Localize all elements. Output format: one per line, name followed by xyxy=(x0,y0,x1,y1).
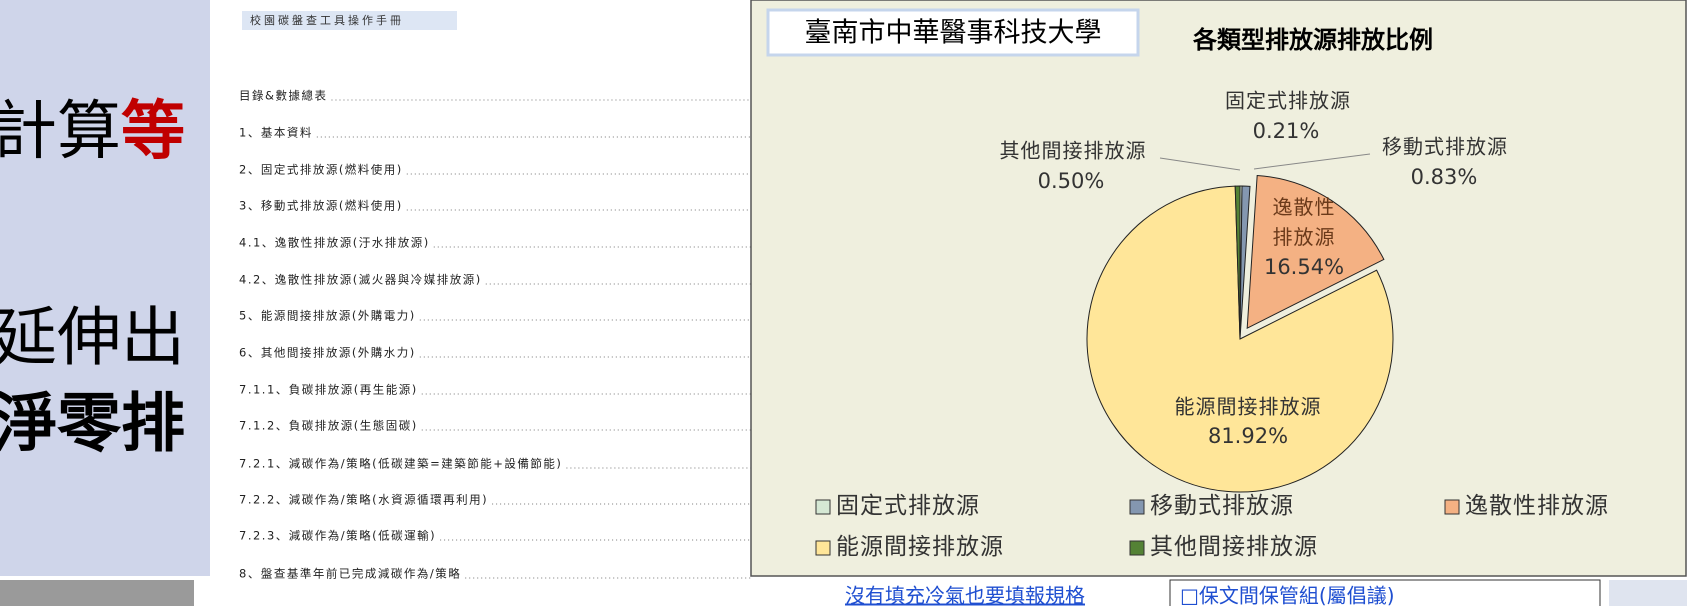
chart-title: 各類型排放源排放比例 xyxy=(1192,26,1433,54)
bottom-panel xyxy=(1609,580,1687,606)
toc-entry: 7.2.2、減碳作為/策略(水資源循環再利用) xyxy=(239,493,488,507)
toc-entry: 7.1.2、負碳排放源(生態固碳) xyxy=(239,419,418,433)
doc-header: 校園碳盤查工具操作手冊 xyxy=(250,13,404,27)
legend-label: 能源間接排放源 xyxy=(836,534,1004,560)
slice-label: 其他間接排放源 xyxy=(1000,139,1147,163)
toc-entry: 4.2、逸散性排放源(滅火器與冷媒排放源) xyxy=(239,273,482,287)
value-label: 0.50% xyxy=(1038,169,1105,193)
toc-entry: 1、基本資料 xyxy=(239,126,313,140)
toc-entry: 4.1、逸散性排放源(汙水排放源) xyxy=(239,236,430,250)
slice-label: 能源間接排放源 xyxy=(1175,395,1322,419)
legend-swatch xyxy=(1445,500,1459,514)
value-label: 0.83% xyxy=(1411,165,1478,189)
toc-entry: 7.2.3、減碳作為/策略(低碳運輸) xyxy=(239,529,436,543)
toc-entry: 5、能源間接排放源(外購電力) xyxy=(239,309,416,323)
toc-entry: 目錄&數據總表 xyxy=(239,89,327,103)
chart-subtitle: 臺南市中華醫事科技大學 xyxy=(805,18,1102,49)
legend-swatch xyxy=(816,500,830,514)
toc-entry: 6、其他間接排放源(外購水力) xyxy=(239,346,416,360)
slide-line: 淨零排 xyxy=(0,388,185,462)
slice-label: 移動式排放源 xyxy=(1382,135,1508,159)
slide-line: 延伸出 xyxy=(0,302,185,376)
screen: 計算等 延伸出 淨零排 校園碳盤查工具操作手冊 目錄&數據總表 1、基本資料 2、固… xyxy=(0,0,1687,606)
slide-emphasis: 等 xyxy=(121,95,185,169)
toc-entry: 3、移動式排放源(燃料使用) xyxy=(239,199,403,213)
slide-image xyxy=(0,580,194,606)
legend-swatch xyxy=(816,541,830,555)
value-label: 16.54% xyxy=(1264,255,1344,279)
legend-swatch xyxy=(1130,500,1144,514)
value-label: 81.92% xyxy=(1208,424,1288,448)
toc-entry: 7.2.1、減碳作為/策略(低碳建築=建築節能+設備節能) xyxy=(239,457,562,471)
slice-label: 固定式排放源 xyxy=(1225,89,1351,113)
bottom-text: 沒有填充冷氣也要填報規格 xyxy=(845,584,1085,607)
legend-swatch xyxy=(1130,541,1144,555)
legend-label: 固定式排放源 xyxy=(836,493,980,519)
legend-label: 其他間接排放源 xyxy=(1150,534,1318,560)
toc-entry: 2、固定式排放源(燃料使用) xyxy=(239,163,403,177)
value-label: 0.21% xyxy=(1253,119,1320,143)
legend-label: 移動式排放源 xyxy=(1150,493,1294,519)
slide-text: 計算 xyxy=(0,95,121,169)
page: 計算等 延伸出 淨零排 校園碳盤查工具操作手冊 目錄&數據總表 1、基本資料 2、固… xyxy=(0,0,1687,606)
toc-entry: 7.1.1、負碳排放源(再生能源) xyxy=(239,383,418,397)
legend-label: 逸散性排放源 xyxy=(1465,493,1609,519)
toc-entry: 8、盤查基準年前已完成減碳作為/策略 xyxy=(239,567,461,581)
toc: 目錄&數據總表 1、基本資料 2、固定式排放源(燃料使用) 3、移動式排放源(燃料使用… xyxy=(239,89,751,581)
slide-line: 計算等 xyxy=(0,95,185,169)
bottom-text: □保文間保管組(屬倡議) xyxy=(1180,584,1395,607)
slide-panel xyxy=(0,0,210,576)
